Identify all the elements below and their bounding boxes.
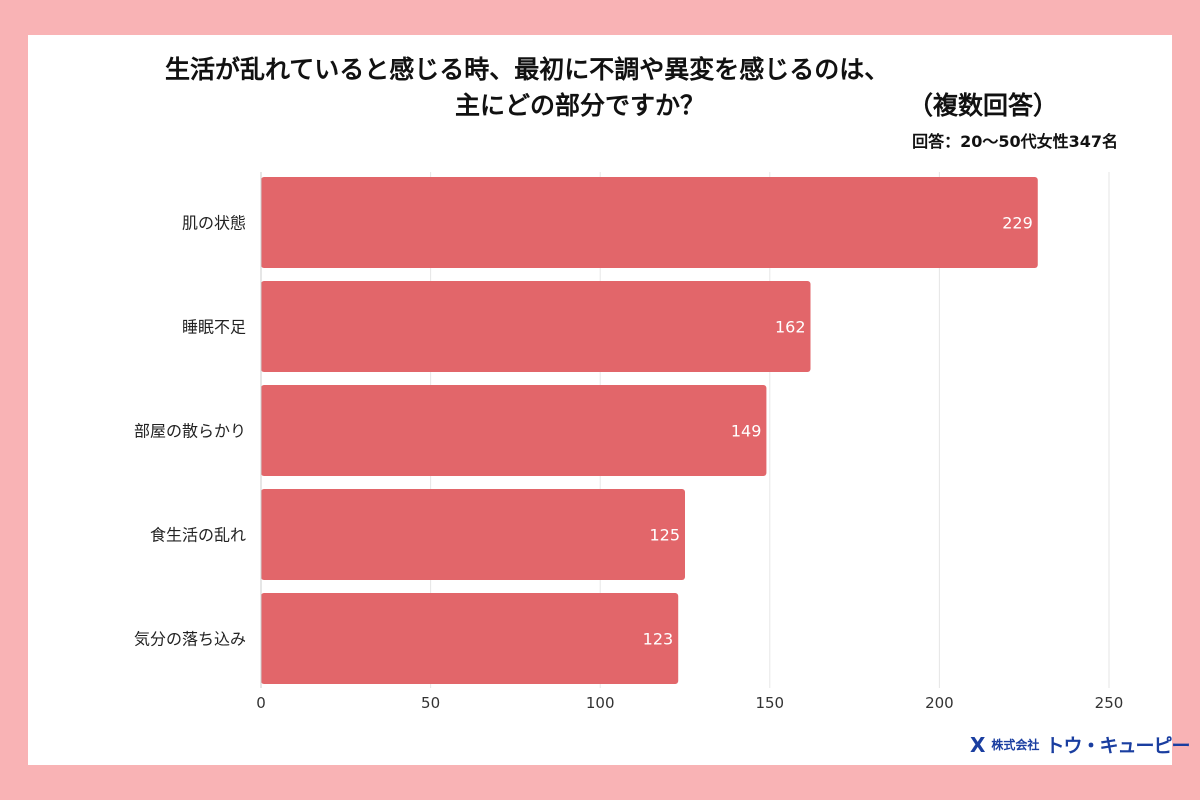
bar-value-label: 125 [649, 526, 680, 545]
bar [261, 177, 1038, 268]
bar [261, 593, 679, 684]
category-label: 肌の状態 [182, 214, 246, 233]
logo-company-name: トウ・キューピー [1045, 735, 1190, 757]
category-label: 部屋の散らかり [134, 422, 246, 441]
title-line-1: 生活が乱れていると感じる時、最初に不調や異変を感じるのは、 [165, 55, 890, 84]
title-line-2: 主にどの部分ですか？ [455, 91, 706, 120]
logo-mark-icon: X [970, 732, 986, 757]
x-tick-label: 150 [755, 694, 784, 712]
category-label: 食生活の乱れ [150, 526, 246, 545]
category-label: 睡眠不足 [182, 318, 246, 337]
bar-value-label: 229 [1002, 214, 1033, 233]
bar [261, 489, 685, 580]
x-tick-label: 100 [586, 694, 615, 712]
x-tick-label: 250 [1095, 694, 1124, 712]
chart-subtitle: 回答：20〜50代女性347名 [912, 132, 1118, 151]
bar-value-label: 123 [643, 630, 674, 649]
bar [261, 281, 811, 372]
bar-value-label: 162 [775, 318, 806, 337]
title-note: （複数回答） [908, 91, 1059, 120]
logo-company-prefix: 株式会社 [991, 738, 1040, 752]
x-tick-label: 200 [925, 694, 954, 712]
x-tick-label: 0 [256, 694, 266, 712]
bar-value-label: 149 [731, 422, 762, 441]
bar [261, 385, 767, 476]
x-tick-label: 50 [421, 694, 440, 712]
category-label: 気分の落ち込み [134, 630, 246, 649]
company-logo: X 株式会社 トウ・キューピー [970, 731, 1190, 758]
